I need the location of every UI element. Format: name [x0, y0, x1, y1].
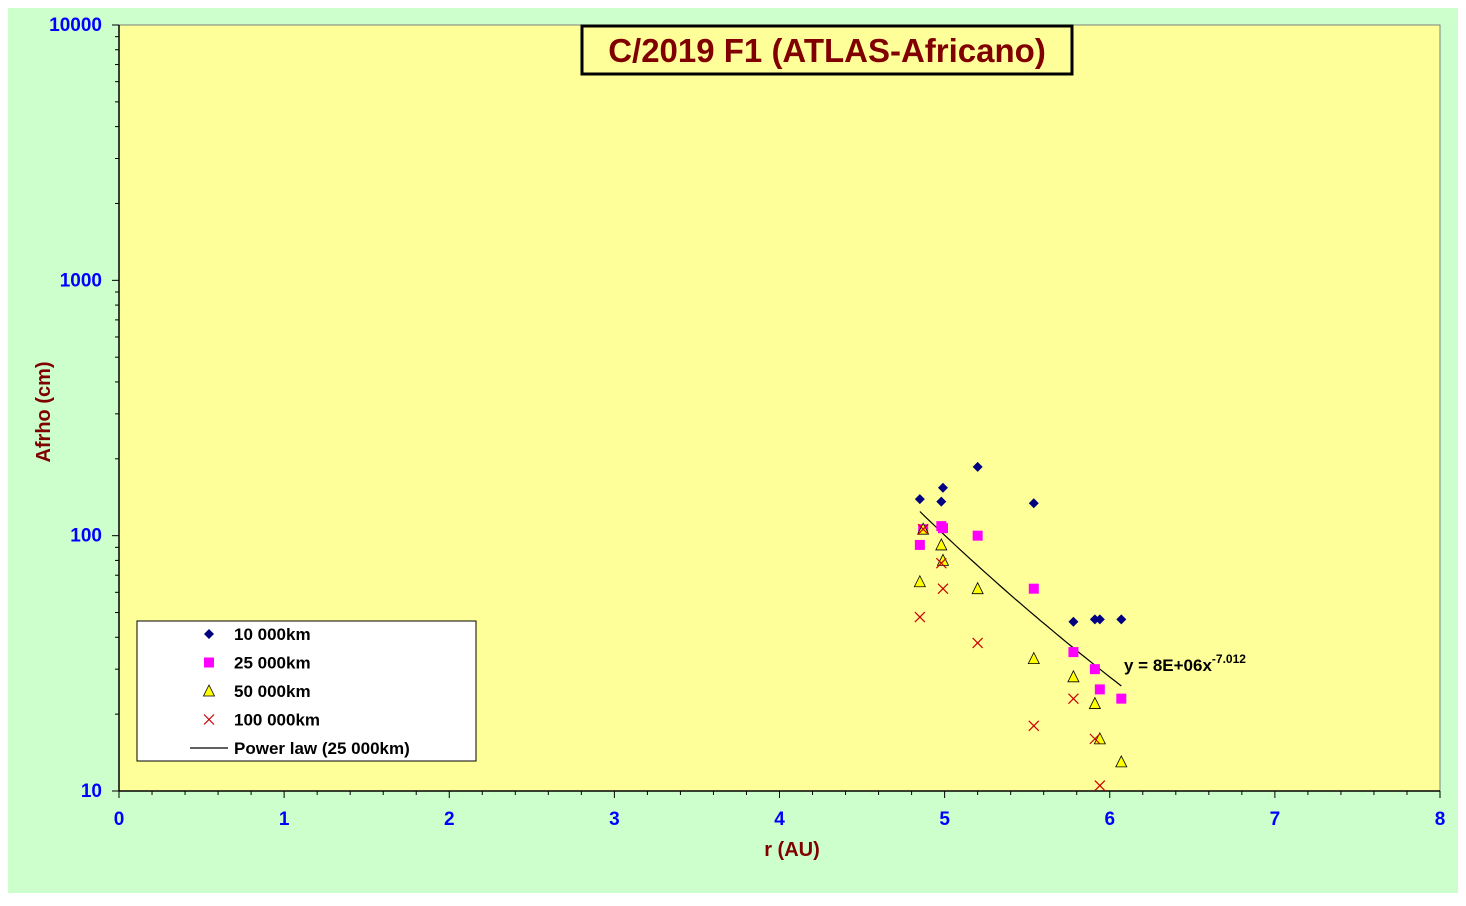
point-x [1094, 780, 1106, 792]
point-x [972, 637, 984, 649]
point-diamond [1116, 614, 1127, 625]
series-diamond [914, 461, 1127, 627]
equation-main: y = 8E+06x [1124, 656, 1212, 675]
legend-box [136, 620, 477, 762]
x-stroke [1089, 733, 1101, 745]
x-tick-label: 0 [114, 809, 125, 830]
point-triangle [913, 574, 927, 588]
point-x [1067, 693, 1079, 705]
trendline-power-law [919, 511, 1122, 687]
data-points [913, 461, 1128, 792]
x-tick-label: 7 [1270, 809, 1281, 830]
x-axis-ticks: 0 1 2 3 4 5 6 7 8 [114, 791, 1446, 830]
series-x [914, 523, 1106, 792]
point-diamond [914, 494, 925, 505]
y-tick-label: 10000 [49, 15, 102, 36]
chart-title-box: C/2019 F1 (ATLAS-Africano) [580, 24, 1074, 76]
x-tick-label: 3 [609, 809, 620, 830]
point-diamond [972, 461, 983, 472]
point-triangle [935, 538, 948, 551]
point-x [937, 583, 949, 595]
legend-marker-x [203, 714, 215, 725]
legend-marker-triangle [202, 684, 216, 697]
point-square [972, 530, 983, 541]
equation-exponent: -7.012 [1212, 652, 1246, 666]
y-tick-label: 100 [70, 526, 102, 547]
x-tick-label: 6 [1104, 809, 1115, 830]
x-tick-label: 8 [1435, 809, 1446, 830]
point-square [1089, 664, 1100, 675]
legend: 10 000km 25 000km 50 000km 100 000km Power l… [136, 620, 477, 762]
point-triangle [1067, 669, 1080, 683]
x-tick-label: 2 [444, 809, 455, 830]
point-diamond [1068, 616, 1079, 627]
x-tick-label: 4 [774, 809, 785, 830]
point-square [1028, 583, 1039, 594]
x-stroke [937, 583, 949, 595]
x-stroke [1028, 720, 1040, 732]
point-x [1089, 733, 1101, 745]
point-triangle [1088, 696, 1102, 709]
x-stroke [917, 523, 929, 535]
legend-label: 25 000km [234, 654, 311, 673]
x-tick-label: 1 [279, 809, 290, 830]
x-stroke [972, 637, 984, 649]
point-x [914, 611, 926, 623]
x-stroke [1067, 693, 1079, 705]
point-triangle [1115, 755, 1128, 768]
x-axis-title: r (AU) [764, 839, 820, 861]
point-square [1094, 684, 1105, 695]
point-x [917, 523, 929, 535]
point-diamond [1094, 614, 1105, 625]
point-square [914, 539, 925, 550]
point-square [937, 523, 948, 534]
point-diamond [937, 482, 948, 493]
x-stroke [935, 557, 947, 569]
y-axis-ticks: 10 100 1000 10000 [49, 15, 119, 802]
x-tick-label: 5 [939, 809, 950, 830]
y-axis-title: Afrho (cm) [33, 361, 55, 462]
trendline-equation: y = 8E+06x-7.012 [1124, 652, 1246, 675]
legend-label: 10 000km [234, 625, 311, 644]
x-stroke [914, 611, 926, 623]
point-square [1116, 693, 1127, 704]
legend-label: 100 000km [234, 711, 320, 730]
y-tick-label: 10 [81, 781, 102, 802]
trendline-group [919, 511, 1122, 687]
legend-marker-square [204, 657, 214, 668]
x-stroke [203, 714, 215, 725]
chart-title: C/2019 F1 (ATLAS-Africano) [608, 32, 1046, 69]
point-x [1028, 720, 1040, 732]
y-tick-label: 1000 [60, 270, 102, 291]
legend-label: 50 000km [234, 682, 311, 701]
point-triangle [971, 581, 984, 595]
point-diamond [1028, 498, 1039, 509]
x-stroke [1094, 780, 1106, 792]
point-diamond [936, 496, 947, 507]
point-x [935, 557, 947, 569]
point-triangle [1027, 651, 1040, 665]
legend-label: Power law (25 000km) [234, 739, 410, 758]
point-square [1068, 647, 1079, 658]
legend-marker-diamond [204, 629, 214, 639]
